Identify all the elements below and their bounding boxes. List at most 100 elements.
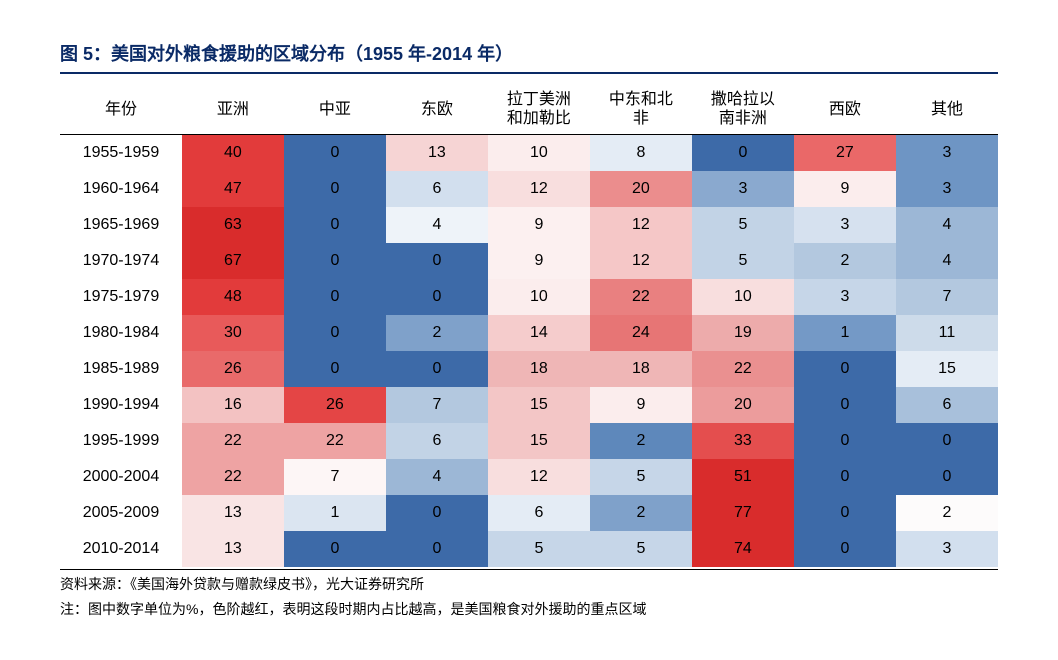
heatmap-cell: 3: [692, 171, 794, 207]
heatmap-cell: 9: [794, 171, 896, 207]
heatmap-cell: 0: [896, 423, 998, 459]
heatmap-cell: 1: [794, 315, 896, 351]
heatmap-cell: 3: [896, 531, 998, 567]
column-header: 撒哈拉以南非洲: [692, 84, 794, 135]
heatmap-cell: 4: [896, 243, 998, 279]
heatmap-cell: 10: [488, 279, 590, 315]
heatmap-cell: 5: [488, 531, 590, 567]
column-header: 西欧: [794, 84, 896, 135]
heatmap-cell: 7: [896, 279, 998, 315]
heatmap-cell: 5: [590, 531, 692, 567]
column-header: 东欧: [386, 84, 488, 135]
column-header: 年份: [60, 84, 182, 135]
heatmap-cell: 19: [692, 315, 794, 351]
heatmap-cell: 0: [284, 135, 386, 172]
row-label: 1990-1994: [60, 387, 182, 423]
heatmap-cell: 51: [692, 459, 794, 495]
table-row: 1975-1979480010221037: [60, 279, 998, 315]
heatmap-cell: 0: [386, 351, 488, 387]
heatmap-cell: 4: [386, 207, 488, 243]
table-row: 2000-200422741255100: [60, 459, 998, 495]
heatmap-cell: 3: [896, 171, 998, 207]
caption-source: 资料来源：《美国海外贷款与赠款绿皮书》，光大证券研究所: [60, 574, 998, 595]
heatmap-cell: 12: [488, 171, 590, 207]
heatmap-cell: 7: [386, 387, 488, 423]
heatmap-cell: 2: [794, 243, 896, 279]
heatmap-cell: 0: [284, 351, 386, 387]
heatmap-cell: 12: [488, 459, 590, 495]
heatmap-cell: 26: [182, 351, 284, 387]
heatmap-cell: 11: [896, 315, 998, 351]
heatmap-cell: 63: [182, 207, 284, 243]
column-header: 拉丁美洲和加勒比: [488, 84, 590, 135]
heatmap-cell: 0: [794, 387, 896, 423]
heatmap-cell: 9: [488, 207, 590, 243]
heatmap-cell: 77: [692, 495, 794, 531]
heatmap-cell: 0: [386, 495, 488, 531]
heatmap-cell: 0: [386, 279, 488, 315]
heatmap-cell: 12: [590, 207, 692, 243]
heatmap-cell: 0: [284, 279, 386, 315]
heatmap-cell: 0: [794, 423, 896, 459]
row-label: 1985-1989: [60, 351, 182, 387]
heatmap-cell: 2: [896, 495, 998, 531]
heatmap-cell: 47: [182, 171, 284, 207]
table-row: 1970-19746700912524: [60, 243, 998, 279]
heatmap-cell: 6: [386, 423, 488, 459]
heatmap-cell: 26: [284, 387, 386, 423]
heatmap-cell: 0: [794, 531, 896, 567]
row-label: 2010-2014: [60, 531, 182, 567]
heatmap-cell: 15: [488, 387, 590, 423]
heatmap-cell: 4: [896, 207, 998, 243]
table-row: 1995-1999222261523300: [60, 423, 998, 459]
table-row: 1965-19696304912534: [60, 207, 998, 243]
heatmap-cell: 13: [386, 135, 488, 172]
heatmap-cell: 15: [488, 423, 590, 459]
row-label: 2000-2004: [60, 459, 182, 495]
heatmap-cell: 3: [896, 135, 998, 172]
heatmap-cell: 2: [590, 495, 692, 531]
heatmap-cell: 5: [692, 207, 794, 243]
heatmap-cell: 0: [386, 243, 488, 279]
table-row: 1955-1959400131080273: [60, 135, 998, 172]
caption-note: 注：图中数字单位为%，色阶越红，表明这段时期内占比越高，是美国粮食对外援助的重点…: [60, 599, 998, 620]
heatmap-cell: 9: [488, 243, 590, 279]
row-label: 1980-1984: [60, 315, 182, 351]
column-header: 中亚: [284, 84, 386, 135]
heatmap-cell: 22: [590, 279, 692, 315]
heatmap-cell: 5: [590, 459, 692, 495]
row-label: 1955-1959: [60, 135, 182, 172]
heatmap-cell: 8: [590, 135, 692, 172]
heatmap-cell: 22: [182, 459, 284, 495]
table-row: 1980-19843002142419111: [60, 315, 998, 351]
heatmap-cell: 7: [284, 459, 386, 495]
heatmap-cell: 10: [488, 135, 590, 172]
heatmap-cell: 6: [896, 387, 998, 423]
heatmap-cell: 22: [182, 423, 284, 459]
heatmap-cell: 1: [284, 495, 386, 531]
row-label: 1970-1974: [60, 243, 182, 279]
heatmap-cell: 0: [692, 135, 794, 172]
heatmap-cell: 0: [386, 531, 488, 567]
table-row: 2010-20141300557403: [60, 531, 998, 567]
heatmap-cell: 0: [284, 171, 386, 207]
row-label: 2005-2009: [60, 495, 182, 531]
table-row: 1985-19892600181822015: [60, 351, 998, 387]
heatmap-cell: 0: [284, 315, 386, 351]
heatmap-cell: 5: [692, 243, 794, 279]
heatmap-cell: 4: [386, 459, 488, 495]
heatmap-cell: 18: [590, 351, 692, 387]
table-footer-rule: [60, 569, 998, 570]
heatmap-cell: 2: [590, 423, 692, 459]
column-header: 其他: [896, 84, 998, 135]
heatmap-cell: 48: [182, 279, 284, 315]
column-header: 中东和北非: [590, 84, 692, 135]
heatmap-cell: 40: [182, 135, 284, 172]
heatmap-cell: 0: [794, 459, 896, 495]
heatmap-cell: 9: [590, 387, 692, 423]
table-row: 2005-20091310627702: [60, 495, 998, 531]
heatmap-cell: 24: [590, 315, 692, 351]
heatmap-table: 年份亚洲中亚东欧拉丁美洲和加勒比中东和北非撒哈拉以南非洲西欧其他 1955-19…: [60, 84, 998, 567]
heatmap-cell: 0: [896, 459, 998, 495]
heatmap-cell: 6: [488, 495, 590, 531]
